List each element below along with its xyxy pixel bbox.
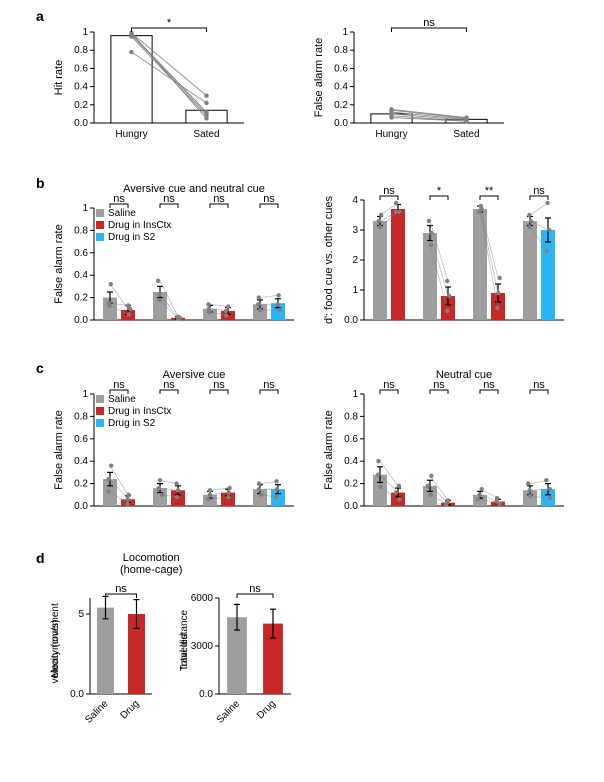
svg-text:Hungry: Hungry (115, 129, 147, 140)
svg-text:0.0: 0.0 (74, 501, 88, 512)
svg-text:0.4: 0.4 (74, 456, 88, 467)
svg-text:0.0: 0.0 (334, 118, 348, 129)
svg-text:Saline: Saline (215, 698, 243, 726)
svg-text:False alarm rate: False alarm rate (313, 38, 325, 117)
svg-text:0.6: 0.6 (74, 434, 88, 445)
figure-page: a0.00.20.40.60.81Hit rateHungrySated*0.0… (0, 0, 604, 782)
svg-text:*: * (437, 185, 442, 197)
svg-text:0.2: 0.2 (74, 100, 88, 111)
svg-text:ns: ns (533, 379, 545, 391)
chart-c-left: 0.00.20.40.60.81False alarm rateAversive… (50, 366, 300, 516)
svg-text:3: 3 (352, 225, 358, 236)
svg-text:Saline: Saline (108, 394, 136, 405)
chart-c-right: 0.00.20.40.60.81False alarm rateNeutral … (320, 366, 570, 516)
panel-label-c: c (36, 360, 44, 376)
svg-text:False alarm rate: False alarm rate (323, 410, 335, 489)
svg-text:0.8: 0.8 (74, 45, 88, 56)
svg-text:0.2: 0.2 (344, 479, 358, 490)
svg-text:0.6: 0.6 (334, 63, 348, 74)
svg-text:ns: ns (263, 379, 275, 391)
svg-text:0.6: 0.6 (74, 63, 88, 74)
svg-text:Aversive cue and neutral cue: Aversive cue and neutral cue (123, 183, 265, 195)
svg-text:1: 1 (352, 285, 358, 296)
svg-text:0.0: 0.0 (74, 315, 88, 326)
svg-text:4: 4 (352, 195, 358, 206)
svg-text:traveled: traveled (179, 634, 190, 670)
svg-text:0.4: 0.4 (334, 82, 348, 93)
svg-text:Hungry: Hungry (375, 129, 407, 140)
chart-d-right: 0.030006000Total distancetraveledSalineD… (175, 578, 295, 728)
svg-text:0.0: 0.0 (199, 689, 213, 700)
chart-b-left: 0.0 0.2 0.4 0.6 0.8 1 False alarm rate Aversive… (50, 180, 300, 330)
svg-text:0.2: 0.2 (74, 293, 88, 304)
svg-text:ns: ns (113, 193, 125, 205)
svg-text:False alarm rate: False alarm rate (53, 224, 65, 303)
svg-text:0.6: 0.6 (344, 434, 358, 445)
svg-text:Drug in InsCtx: Drug in InsCtx (108, 220, 171, 231)
svg-text:ns: ns (383, 185, 395, 197)
svg-text:ns: ns (263, 193, 275, 205)
svg-text:0.2: 0.2 (74, 479, 88, 490)
chart-d-left: 0.05Mean movementvelocity (cm/s)SalineDr… (46, 578, 156, 728)
svg-text:5: 5 (78, 609, 84, 620)
svg-text:ns: ns (249, 583, 261, 595)
svg-text:0.0: 0.0 (74, 118, 88, 129)
chart-a-left: 0.0 0.2 0.4 0.6 0.8 1 Hit rate Hungry Sated * (50, 12, 250, 147)
svg-text:2: 2 (352, 255, 358, 266)
svg-text:0.8: 0.8 (334, 45, 348, 56)
svg-text:ns: ns (533, 185, 545, 197)
svg-text:Sated: Sated (193, 129, 219, 140)
svg-text:d': food cue vs. other cues: d': food cue vs. other cues (323, 195, 335, 324)
svg-text:ns: ns (483, 379, 495, 391)
svg-text:Hit rate: Hit rate (53, 60, 65, 95)
svg-text:0.4: 0.4 (74, 270, 88, 281)
chart-a-right: 0.0 0.2 0.4 0.6 0.8 1 False alarm rate Hungry Sa… (310, 12, 510, 147)
svg-text:0.8: 0.8 (344, 411, 358, 422)
panel-label-d: d (36, 550, 45, 566)
svg-text:Drug in InsCtx: Drug in InsCtx (108, 406, 171, 417)
svg-text:3000: 3000 (191, 641, 214, 652)
panel-d-title: Locomotion (home-cage) (120, 552, 182, 576)
svg-text:ns: ns (115, 583, 127, 595)
svg-text:Drug: Drug (255, 698, 278, 721)
svg-text:1: 1 (342, 27, 348, 38)
svg-text:ns: ns (423, 17, 435, 29)
svg-text:Drug in S2: Drug in S2 (108, 418, 156, 429)
svg-text:6000: 6000 (191, 593, 214, 604)
svg-text:0.0: 0.0 (70, 689, 84, 700)
svg-text:Drug in S2: Drug in S2 (108, 232, 156, 243)
svg-text:ns: ns (163, 379, 175, 391)
svg-text:velocity (cm/s): velocity (cm/s) (50, 620, 61, 684)
svg-text:Drug: Drug (119, 698, 142, 721)
svg-text:ns: ns (213, 193, 225, 205)
svg-text:0.2: 0.2 (334, 100, 348, 111)
svg-text:ns: ns (383, 379, 395, 391)
svg-text:0.0: 0.0 (344, 315, 358, 326)
svg-text:0.8: 0.8 (74, 225, 88, 236)
panel-label-a: a (36, 8, 44, 24)
svg-text:1: 1 (352, 389, 358, 400)
svg-text:Saline: Saline (83, 698, 111, 726)
svg-text:ns: ns (433, 379, 445, 391)
svg-text:Saline: Saline (108, 208, 136, 219)
svg-text:False alarm rate: False alarm rate (53, 410, 65, 489)
svg-text:0.4: 0.4 (344, 456, 358, 467)
svg-text:0.6: 0.6 (74, 248, 88, 259)
svg-text:1: 1 (82, 27, 88, 38)
svg-text:0.8: 0.8 (74, 411, 88, 422)
svg-text:ns: ns (163, 193, 175, 205)
svg-text:1: 1 (82, 203, 88, 214)
svg-text:0.4: 0.4 (74, 82, 88, 93)
chart-b-right: 0.01234d': food cue vs. other cuesns***n… (320, 180, 570, 330)
svg-text:**: ** (485, 185, 494, 197)
svg-text:ns: ns (213, 379, 225, 391)
svg-text:0.0: 0.0 (344, 501, 358, 512)
svg-text:ns: ns (113, 379, 125, 391)
svg-text:*: * (167, 17, 172, 29)
svg-text:Sated: Sated (453, 129, 479, 140)
panel-label-b: b (36, 175, 45, 191)
svg-text:1: 1 (82, 389, 88, 400)
